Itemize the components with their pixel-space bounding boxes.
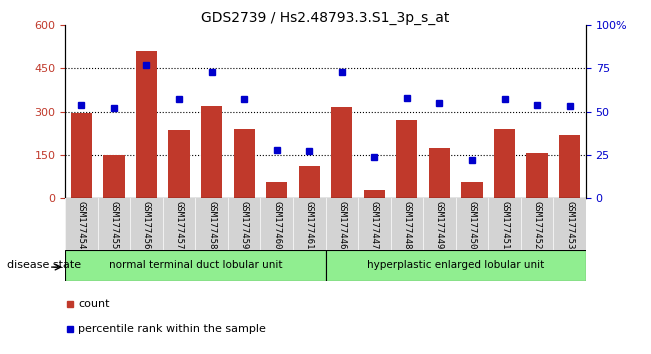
Text: GSM177455: GSM177455: [109, 201, 118, 249]
Bar: [234, 129, 255, 198]
Bar: [266, 182, 287, 198]
Text: GSM177456: GSM177456: [142, 201, 151, 249]
Bar: [104, 155, 124, 198]
Text: GSM177454: GSM177454: [77, 201, 86, 249]
Text: GSM177450: GSM177450: [467, 201, 477, 249]
Bar: [559, 135, 580, 198]
Bar: [494, 129, 515, 198]
Text: GSM177457: GSM177457: [174, 201, 184, 249]
Bar: [136, 51, 157, 198]
Text: GSM177451: GSM177451: [500, 201, 509, 249]
Bar: [71, 113, 92, 198]
Bar: [169, 130, 189, 198]
Bar: [429, 148, 450, 198]
Text: GSM177458: GSM177458: [207, 201, 216, 249]
Text: count: count: [78, 299, 109, 309]
Text: GSM177460: GSM177460: [272, 201, 281, 249]
Bar: [396, 120, 417, 198]
Text: disease state: disease state: [7, 261, 81, 270]
Bar: [326, 250, 586, 281]
Text: GSM177447: GSM177447: [370, 201, 379, 249]
Bar: [364, 190, 385, 198]
FancyBboxPatch shape: [65, 198, 586, 250]
Bar: [462, 182, 482, 198]
Text: GSM177459: GSM177459: [240, 201, 249, 249]
Bar: [201, 106, 222, 198]
Text: GSM177446: GSM177446: [337, 201, 346, 249]
Text: normal terminal duct lobular unit: normal terminal duct lobular unit: [109, 261, 282, 270]
Text: percentile rank within the sample: percentile rank within the sample: [78, 324, 266, 334]
Text: GSM177452: GSM177452: [533, 201, 542, 249]
Text: hyperplastic enlarged lobular unit: hyperplastic enlarged lobular unit: [367, 261, 544, 270]
Text: GSM177448: GSM177448: [402, 201, 411, 249]
Bar: [299, 166, 320, 198]
Bar: [65, 250, 326, 281]
Text: GDS2739 / Hs2.48793.3.S1_3p_s_at: GDS2739 / Hs2.48793.3.S1_3p_s_at: [201, 11, 450, 25]
Text: GSM177461: GSM177461: [305, 201, 314, 249]
Bar: [331, 107, 352, 198]
Text: GSM177453: GSM177453: [565, 201, 574, 249]
Bar: [527, 153, 547, 198]
Text: GSM177449: GSM177449: [435, 201, 444, 249]
